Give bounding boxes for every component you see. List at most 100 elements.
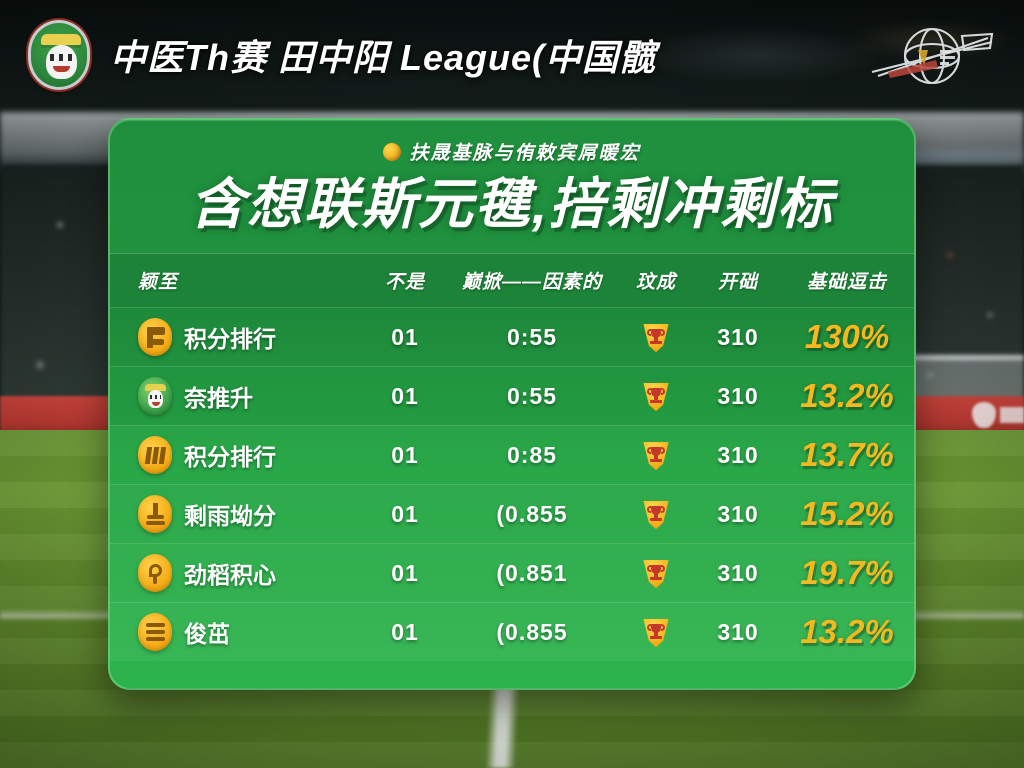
team-name: 积分排行 bbox=[184, 326, 276, 353]
column-header-count: 开础 bbox=[717, 272, 758, 294]
standings-table: 颖至 不是 巅掀——因素的 玟成 开础 基础逗击 积分排行 01 0:55 bbox=[110, 253, 914, 662]
team-name: 积分排行 bbox=[184, 444, 276, 471]
podium-icon bbox=[138, 495, 172, 534]
league-title: 中医Th赛 田中阳 League(中国髋 bbox=[110, 37, 657, 78]
card-headline: 含想联斯元毽,掊剩冲剩标 bbox=[189, 172, 835, 235]
cell-pct: 15.2% bbox=[780, 495, 914, 533]
ball-dot-icon bbox=[383, 142, 402, 161]
rank-value: 01 bbox=[391, 500, 419, 527]
cell-pct: 13.2% bbox=[780, 613, 914, 651]
count-value: 310 bbox=[717, 618, 759, 645]
cell-shield bbox=[616, 440, 696, 471]
pct-value: 15.2% bbox=[800, 495, 894, 533]
cell-rank: 01 bbox=[362, 324, 448, 351]
cell-shield bbox=[616, 558, 696, 589]
score-value: 0:55 bbox=[506, 323, 558, 350]
count-value: 310 bbox=[717, 441, 759, 468]
score-value: (0.855 bbox=[496, 500, 568, 527]
cell-team: 劲稻积心 bbox=[110, 554, 362, 593]
cell-rank: 01 bbox=[362, 619, 448, 646]
trophy-shield-icon bbox=[643, 442, 669, 471]
table-row[interactable]: 俊茁 01 (0.855 310 13.2% bbox=[110, 602, 914, 662]
card-kicker-text: 扶晟基脉与侑敕宾屌暖宏 bbox=[409, 143, 641, 164]
bars-icon bbox=[138, 436, 172, 475]
cell-score: (0.855 bbox=[448, 501, 616, 528]
card-header: 扶晟基脉与侑敕宾屌暖宏 含想联斯元毽,掊剩冲剩标 bbox=[110, 120, 914, 239]
rank-value: 01 bbox=[391, 618, 419, 645]
score-value: (0.855 bbox=[496, 618, 568, 645]
cell-rank: 01 bbox=[362, 560, 448, 587]
cell-score: (0.855 bbox=[448, 619, 616, 646]
flag-icon bbox=[138, 318, 172, 357]
stadium-roof-background bbox=[0, 0, 1024, 120]
count-value: 310 bbox=[717, 500, 759, 527]
trophy-shield-icon bbox=[643, 619, 669, 648]
card-kicker: 扶晟基脉与侑敕宾屌暖宏 bbox=[383, 138, 640, 165]
rank-value: 01 bbox=[391, 323, 419, 350]
count-value: 310 bbox=[717, 559, 759, 586]
cell-score: 0:85 bbox=[448, 442, 616, 469]
cell-shield bbox=[616, 381, 696, 412]
pct-value: 19.7% bbox=[800, 554, 894, 592]
cell-pct: 13.2% bbox=[780, 377, 914, 415]
pct-value: 13.7% bbox=[800, 436, 894, 474]
cell-count: 310 bbox=[696, 383, 780, 410]
pct-value: 130% bbox=[804, 318, 890, 356]
dense-icon bbox=[138, 613, 172, 652]
table-row[interactable]: 奈推升 01 0:55 310 13.2% bbox=[110, 366, 914, 425]
cell-pct: 19.7% bbox=[780, 554, 914, 592]
column-header-score: 巅掀——因素的 bbox=[461, 272, 602, 294]
table-row[interactable]: 积分排行 01 0:55 310 130% bbox=[110, 307, 914, 367]
cell-score: 0:55 bbox=[448, 324, 616, 351]
trophy-shield-icon bbox=[643, 324, 669, 353]
count-value: 310 bbox=[717, 382, 759, 409]
cell-rank: 01 bbox=[362, 383, 448, 410]
cell-count: 310 bbox=[696, 442, 780, 469]
cell-team: 剩雨坳分 bbox=[110, 495, 362, 534]
cell-team: 积分排行 bbox=[110, 318, 362, 357]
hand-icon bbox=[138, 554, 172, 593]
trophy-shield-icon bbox=[643, 560, 669, 589]
column-header-team: 颖至 bbox=[138, 272, 179, 294]
pct-value: 13.2% bbox=[800, 613, 894, 651]
cell-shield bbox=[616, 322, 696, 353]
pct-value: 13.2% bbox=[800, 377, 894, 415]
sponsor-logo-icon bbox=[871, 27, 994, 85]
table-row[interactable]: 剩雨坳分 01 (0.855 310 15.2% bbox=[110, 484, 914, 543]
cell-count: 310 bbox=[696, 501, 780, 528]
table-header-row: 颖至 不是 巅掀——因素的 玟成 开础 基础逗击 bbox=[110, 253, 914, 308]
column-header-rank: 不是 bbox=[384, 272, 425, 294]
column-header-shield: 玟成 bbox=[635, 272, 676, 294]
score-value: (0.851 bbox=[496, 559, 568, 586]
table-row[interactable]: 积分排行 01 0:85 310 13.7% bbox=[110, 425, 914, 484]
team-name: 俊茁 bbox=[184, 621, 230, 648]
rank-value: 01 bbox=[391, 382, 419, 409]
rank-value: 01 bbox=[391, 559, 419, 586]
standings-card: 扶晟基脉与侑敕宾屌暖宏 含想联斯元毽,掊剩冲剩标 颖至 不是 巅掀——因素的 玟… bbox=[108, 118, 916, 690]
cell-count: 310 bbox=[696, 324, 780, 351]
cell-shield bbox=[616, 499, 696, 530]
column-header-pct: 基础逗击 bbox=[806, 272, 887, 294]
top-banner: 中医Th赛 田中阳 League(中国髋 bbox=[0, 0, 1024, 110]
cell-shield bbox=[616, 617, 696, 648]
cell-score: 0:55 bbox=[448, 383, 616, 410]
cell-team: 俊茁 bbox=[110, 613, 362, 652]
trophy-shield-icon bbox=[643, 383, 669, 412]
cell-team: 奈推升 bbox=[110, 377, 362, 416]
cell-count: 310 bbox=[696, 560, 780, 587]
cell-team: 积分排行 bbox=[110, 436, 362, 475]
team-name: 劲稻积心 bbox=[184, 562, 276, 589]
trophy-shield-icon bbox=[643, 501, 669, 530]
score-value: 0:55 bbox=[506, 382, 558, 409]
table-row[interactable]: 劲稻积心 01 (0.851 310 19.7% bbox=[110, 543, 914, 603]
cell-pct: 130% bbox=[780, 318, 914, 356]
club-crest-icon bbox=[28, 20, 90, 90]
rank-value: 01 bbox=[391, 441, 419, 468]
cell-score: (0.851 bbox=[448, 560, 616, 587]
count-value: 310 bbox=[717, 323, 759, 350]
mascot-icon bbox=[138, 377, 172, 416]
cell-rank: 01 bbox=[362, 501, 448, 528]
cell-rank: 01 bbox=[362, 442, 448, 469]
cell-pct: 13.7% bbox=[780, 436, 914, 474]
